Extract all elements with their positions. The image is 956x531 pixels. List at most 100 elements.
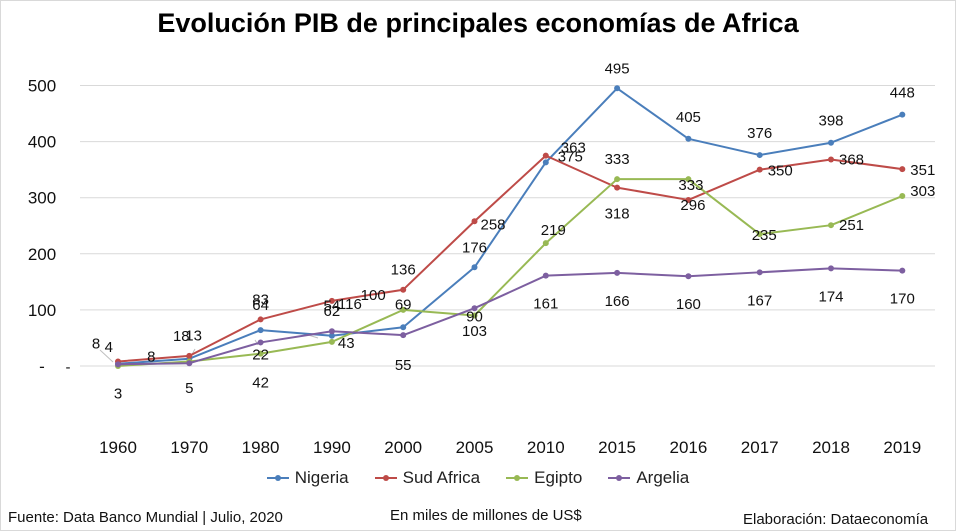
data-label-sud-africa: 136 <box>391 262 416 279</box>
data-point-egipto <box>899 193 906 200</box>
legend-item-argelia: Argelia <box>608 468 689 488</box>
data-label-argelia: 174 <box>818 288 843 305</box>
data-point-sud-africa <box>756 166 763 173</box>
data-label-nigeria: 176 <box>462 239 487 256</box>
y-tick-label: 500 <box>28 77 56 96</box>
data-point-argelia <box>328 328 335 335</box>
data-label-egipto: 251 <box>839 217 864 234</box>
data-label-nigeria: 4 <box>105 339 113 356</box>
series-line-egipto <box>117 178 903 367</box>
data-label-argelia: 55 <box>395 357 412 374</box>
data-point-sud-africa <box>542 152 549 159</box>
footer-units: En miles de millones de US$ <box>390 507 582 524</box>
legend-item-egipto: Egipto <box>506 468 582 488</box>
data-label-sud-africa: 375 <box>558 149 583 166</box>
chart-title: Evolución PIB de principales economías d… <box>157 8 799 38</box>
data-label-argelia: 167 <box>747 292 772 309</box>
legend-swatch-sud-africa <box>374 475 397 481</box>
data-point-argelia <box>471 305 478 312</box>
data-point-sud-africa <box>328 297 335 304</box>
data-label-egipto: 219 <box>541 222 566 239</box>
data-label-nigeria: 363 <box>561 139 586 156</box>
series-line-sud-africa <box>117 154 903 363</box>
data-point-sud-africa <box>257 316 264 323</box>
data-point-nigeria <box>328 332 335 339</box>
data-point-sud-africa <box>471 218 478 225</box>
data-label-sud-africa: 350 <box>768 163 793 180</box>
legend-label-argelia: Argelia <box>636 468 690 487</box>
legend-label-egipto: Egipto <box>534 468 583 487</box>
footer-source: Fuente: Data Banco Mundial | Julio, 2020 <box>8 509 283 526</box>
data-label-egipto: 8 <box>147 349 155 366</box>
x-tick-label: 2000 <box>384 438 422 457</box>
x-tick-label: 1990 <box>313 438 351 457</box>
data-label-nigeria: 64 <box>252 297 269 314</box>
data-point-egipto <box>257 350 264 357</box>
data-label-egipto: 22 <box>252 347 269 364</box>
data-label-argelia: 5 <box>185 380 193 397</box>
data-point-sud-africa <box>400 286 407 293</box>
data-label-nigeria: 448 <box>890 85 915 102</box>
data-point-nigeria <box>899 111 906 118</box>
data-point-argelia <box>828 265 834 272</box>
data-label-egipto: 303 <box>910 183 935 200</box>
legend-swatch-nigeria <box>266 475 289 481</box>
y-tick-label: 100 <box>28 301 56 320</box>
legend-swatch-argelia <box>608 475 631 481</box>
data-label-egipto: 235 <box>752 227 777 244</box>
legend-label-sud-africa: Sud Africa <box>402 468 481 487</box>
data-point-sud-africa <box>828 156 834 163</box>
data-point-argelia <box>614 269 621 276</box>
data-label-sud-africa: 318 <box>605 206 630 223</box>
data-label-nigeria: 398 <box>818 113 843 130</box>
data-label-argelia: 166 <box>605 293 630 310</box>
data-point-argelia <box>257 339 264 346</box>
data-label-sud-africa: 296 <box>680 197 705 214</box>
data-point-nigeria <box>471 264 478 271</box>
data-point-sud-africa <box>614 184 621 191</box>
data-label-argelia: 170 <box>890 291 915 308</box>
data-label-argelia: 160 <box>676 296 701 313</box>
data-label-nigeria: 13 <box>185 328 202 345</box>
y-tick-label: - <box>39 357 45 376</box>
data-label-egipto: 43 <box>338 335 355 352</box>
data-label-nigeria: 376 <box>747 125 772 142</box>
data-point-egipto <box>328 338 335 345</box>
data-point-sud-africa <box>685 196 692 203</box>
data-point-egipto <box>685 176 692 183</box>
data-label-egipto: 333 <box>605 151 630 168</box>
data-point-sud-africa <box>186 352 193 359</box>
data-point-argelia <box>186 360 193 367</box>
data-label-nigeria: 405 <box>676 109 701 126</box>
x-tick-label: 2010 <box>527 438 565 457</box>
legend-item-nigeria: Nigeria <box>266 468 349 488</box>
data-point-nigeria <box>400 324 407 331</box>
data-point-egipto <box>614 176 621 183</box>
data-label-argelia: 161 <box>533 296 558 313</box>
x-tick-label: 1960 <box>99 438 137 457</box>
data-label-argelia: 103 <box>462 323 487 340</box>
data-label-nigeria: 69 <box>395 296 412 313</box>
data-label-sud-africa: 368 <box>839 152 864 169</box>
y-tick-label: 200 <box>28 245 56 264</box>
footer-credit: Elaboración: Dataeconomía <box>743 511 929 528</box>
data-label-sud-africa: 258 <box>481 216 506 233</box>
data-label-nigeria: 54 <box>324 298 341 315</box>
series-line-argelia <box>117 267 903 366</box>
data-point-argelia <box>400 332 407 339</box>
data-point-sud-africa <box>899 166 906 173</box>
y-tick-label: 300 <box>28 189 56 208</box>
data-label-egipto: 333 <box>678 177 703 194</box>
y-tick-label: 400 <box>28 133 56 152</box>
data-point-egipto <box>542 240 549 247</box>
data-point-egipto <box>828 222 834 229</box>
x-tick-label: 2018 <box>812 438 850 457</box>
data-point-argelia <box>685 273 692 280</box>
x-tick-label: 1980 <box>242 438 280 457</box>
data-label-nigeria: 495 <box>605 60 630 77</box>
x-tick-label: 1970 <box>170 438 208 457</box>
x-tick-label: 2016 <box>669 438 707 457</box>
data-point-argelia <box>115 361 121 368</box>
data-point-nigeria <box>828 139 834 146</box>
data-point-nigeria <box>685 135 692 142</box>
